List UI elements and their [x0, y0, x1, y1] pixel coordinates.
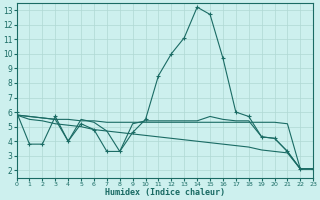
- X-axis label: Humidex (Indice chaleur): Humidex (Indice chaleur): [105, 188, 225, 197]
